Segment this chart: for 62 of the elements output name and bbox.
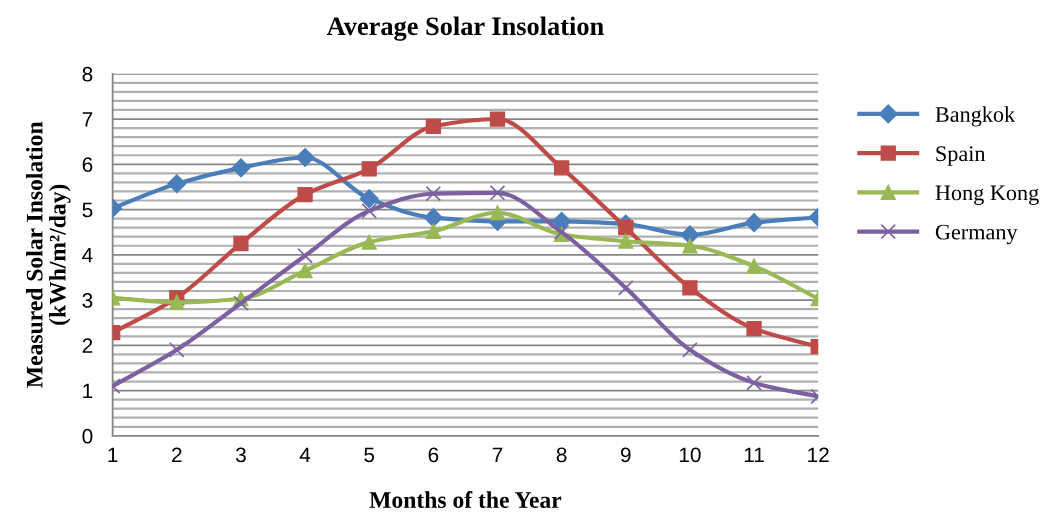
y-tick-label: 8 — [82, 66, 93, 82]
x-tick-label: 12 — [808, 447, 829, 463]
chart-title: Average Solar Insolation — [326, 16, 604, 41]
point — [359, 189, 379, 209]
point — [297, 263, 313, 279]
point — [297, 247, 313, 264]
point — [361, 234, 377, 250]
x-axis-title: Months of the Year — [369, 491, 562, 508]
x-tick-label: 3 — [235, 447, 246, 463]
point — [617, 280, 634, 296]
y-tick-label: 7 — [82, 112, 93, 127]
point — [618, 233, 634, 249]
y-tick-label: 1 — [83, 383, 93, 399]
point — [169, 294, 185, 310]
point — [746, 375, 762, 391]
point — [489, 205, 506, 221]
y-tick-label: 2 — [82, 338, 93, 353]
point — [682, 280, 698, 296]
point — [425, 118, 441, 134]
y-tick-label: 5 — [82, 202, 93, 218]
point — [361, 203, 377, 219]
point — [682, 238, 698, 254]
x-tick-label: 8 — [556, 447, 567, 463]
point — [425, 185, 442, 202]
x-tick-label: 1 — [108, 447, 118, 463]
point — [297, 186, 313, 203]
point — [231, 158, 251, 178]
x-tick-label: 9 — [620, 447, 631, 463]
y-tick-label: 4 — [82, 248, 93, 263]
point — [233, 235, 249, 252]
y-tick-label: 3 — [82, 293, 93, 308]
legend-label: Bangkok — [935, 106, 1016, 127]
x-tick-label: 7 — [492, 447, 503, 463]
point — [423, 208, 443, 228]
point — [552, 211, 572, 231]
point — [680, 225, 700, 245]
point — [167, 174, 187, 194]
y-tick-label: 0 — [82, 428, 93, 444]
point — [682, 342, 698, 358]
point — [744, 213, 764, 233]
y-tick-label: 6 — [82, 157, 93, 173]
x-tick-label: 6 — [428, 447, 439, 463]
point — [169, 342, 185, 358]
point — [489, 111, 506, 127]
point — [746, 258, 762, 274]
point — [233, 295, 249, 312]
x-tick-label: 11 — [744, 447, 764, 463]
x-tick-label: 2 — [172, 447, 182, 463]
point — [295, 147, 315, 168]
point — [746, 320, 762, 337]
legend-label: Spain — [936, 146, 986, 166]
x-tick-label: 10 — [679, 447, 701, 463]
x-tick-label: 4 — [299, 447, 311, 463]
y-axis-title: Measured Solar Insolation (kWh/m²/day) — [26, 121, 71, 388]
legend-label: Hong Kong — [935, 185, 1039, 205]
point — [489, 185, 506, 201]
x-tick-label: 5 — [364, 447, 375, 463]
point — [618, 220, 634, 236]
legend-label: Germany — [935, 224, 1018, 245]
point — [425, 223, 441, 239]
point — [361, 161, 377, 177]
point — [553, 160, 570, 176]
